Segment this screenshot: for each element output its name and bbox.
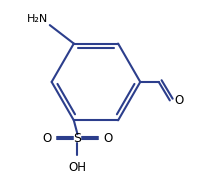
Text: O: O [42, 132, 51, 145]
Text: H₂N: H₂N [27, 14, 48, 24]
Text: O: O [174, 94, 183, 107]
Text: OH: OH [68, 161, 86, 174]
Text: S: S [73, 132, 81, 145]
Text: O: O [103, 132, 112, 145]
